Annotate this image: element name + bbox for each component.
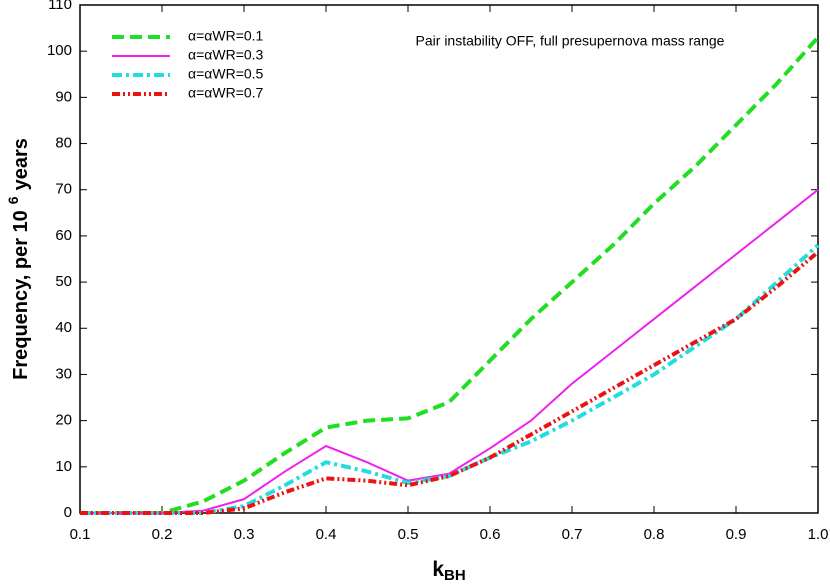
y-tick-label: 90: [55, 88, 72, 105]
y-tick-label: 60: [55, 227, 72, 244]
y-label-after: years: [10, 138, 32, 190]
y-tick-label: 40: [55, 319, 72, 336]
x-tick-label: 0.9: [726, 526, 747, 543]
y-axis-label: Frequency, per 10 6 years: [5, 138, 33, 380]
x-tick-label: 0.3: [234, 526, 255, 543]
plot-frame: [79, 4, 819, 514]
y-tick-label: 80: [55, 135, 72, 152]
y-tick-label: 110: [48, 0, 72, 13]
y-tick-label: 50: [55, 273, 72, 290]
x-tick-label: 0.8: [644, 526, 665, 543]
legend-label: α=αWR=0.7: [188, 85, 264, 101]
legend-label: α=αWR=0.5: [188, 66, 264, 82]
y-label-main: Frequency, per 10: [10, 210, 32, 380]
x-tick-label: 0.4: [316, 526, 337, 543]
y-tick-label: 10: [55, 458, 72, 475]
x-tick-label: 0.7: [562, 526, 583, 543]
x-tick-label: 0.2: [152, 526, 173, 543]
x-label-main: k: [432, 558, 444, 581]
y-tick-label: 100: [47, 42, 72, 59]
x-label-sub: BH: [444, 567, 466, 584]
x-axis-label: kBH: [432, 558, 465, 584]
y-label-sup: 6: [5, 196, 21, 204]
y-tick-label: 70: [55, 181, 72, 198]
x-tick-label: 1.0: [808, 526, 829, 543]
legend-label: α=αWR=0.3: [188, 47, 264, 63]
x-tick-label: 0.1: [70, 526, 91, 543]
series-line: [80, 243, 820, 515]
y-tick-label: 20: [55, 412, 72, 429]
series-line: [80, 188, 819, 514]
x-tick-label: 0.6: [480, 526, 501, 543]
x-tick-label: 0.5: [398, 526, 419, 543]
series-line: [80, 35, 820, 515]
series-line: [80, 250, 820, 515]
y-tick-label: 30: [55, 365, 72, 382]
legend-label: α=αWR=0.1: [188, 28, 264, 44]
y-tick-label: 0: [64, 504, 72, 521]
annotation: Pair instability OFF, full presupernova …: [416, 33, 725, 49]
